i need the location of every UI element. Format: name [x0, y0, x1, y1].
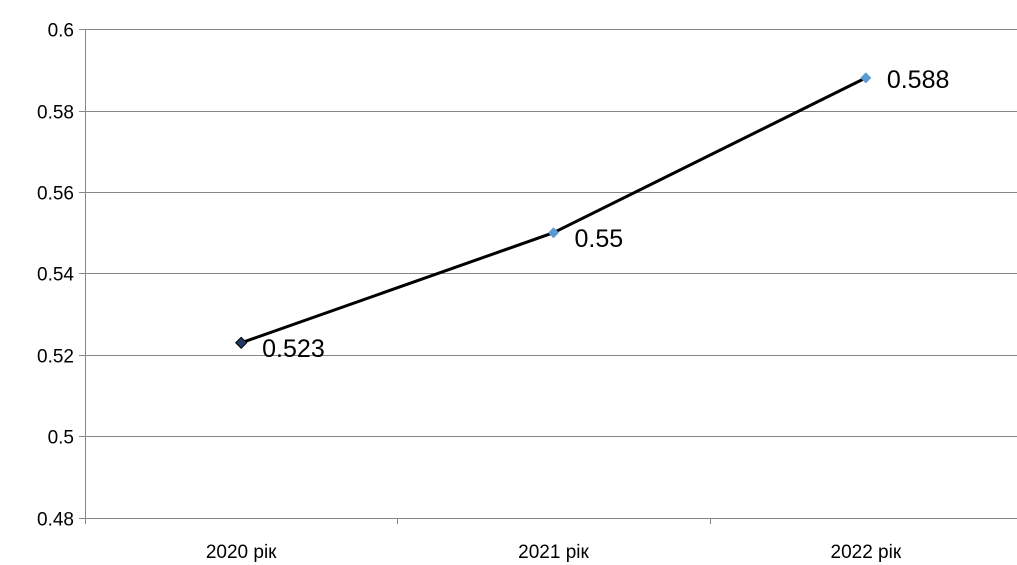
x-tick-label: 2022 рік: [831, 542, 902, 563]
data-point-marker: [234, 336, 248, 350]
x-axis-tick-labels: 2020 рік 2021 рік 2022 рік: [206, 542, 902, 563]
y-tick-label: 0.48: [37, 510, 74, 531]
y-tick-label: 0.54: [37, 265, 74, 286]
y-tick-label: 0.52: [37, 347, 74, 368]
data-label: 0.523: [262, 335, 325, 363]
x-tick-label: 2020 рік: [206, 542, 277, 563]
data-label: 0.55: [575, 225, 624, 253]
data-labels: 0.523 0.55 0.588: [262, 66, 949, 363]
series-line: [239, 76, 868, 345]
axes: [79, 29, 1017, 524]
y-tick-label: 0.58: [37, 103, 74, 124]
x-tick-label: 2021 рік: [518, 542, 589, 563]
y-tick-label: 0.5: [48, 428, 74, 449]
data-point-marker: [548, 227, 559, 239]
series: [234, 72, 872, 350]
data-label: 0.588: [887, 66, 950, 94]
y-axis-tick-labels: 0.48 0.5 0.52 0.54 0.56 0.58 0.6: [37, 21, 74, 531]
data-point-marker: [860, 72, 872, 84]
gridlines: [85, 29, 1017, 437]
y-tick-label: 0.56: [37, 184, 74, 205]
y-tick-label: 0.6: [48, 21, 74, 42]
